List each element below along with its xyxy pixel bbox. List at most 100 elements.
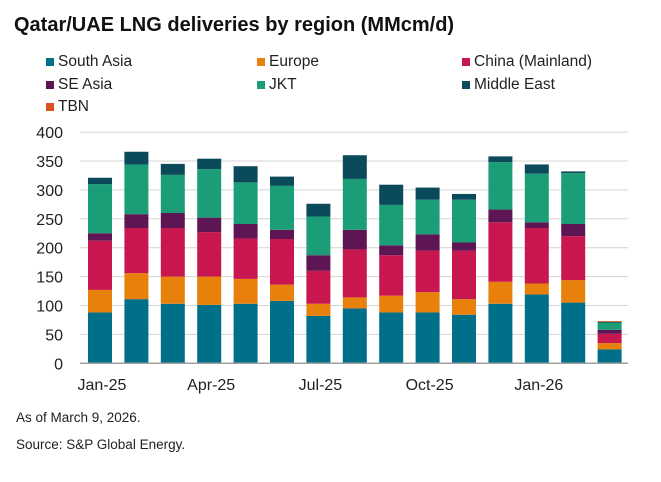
legend-swatch (257, 58, 265, 66)
bar-segment-se-asia (306, 255, 331, 271)
bar-segment-se-asia (524, 222, 549, 229)
legend-label: SE Asia (58, 76, 113, 93)
x-tick-label: Jan-26 (514, 377, 563, 394)
bar-segment-se-asia (561, 224, 586, 237)
bar-segment-middle-east (597, 321, 622, 323)
bar-segment-south-asia (342, 308, 367, 364)
bar-segment-china-mainland (597, 333, 622, 344)
bar-segment-south-asia (379, 312, 404, 364)
legend-swatch (46, 81, 54, 89)
bar-segment-jkt (561, 173, 586, 225)
bar-segment-europe (379, 295, 404, 313)
legend-swatch (46, 58, 54, 66)
x-tick-label: Jan-25 (78, 377, 127, 394)
bar-segment-china-mainland (342, 249, 367, 298)
bar-segment-jkt (452, 199, 476, 243)
bar-segment-middle-east (524, 164, 549, 174)
bar-segment-europe (597, 343, 622, 350)
bar-segment-china-mainland (233, 238, 258, 279)
bar-segment-china-mainland (88, 240, 112, 290)
bar-segment-south-asia (561, 302, 586, 364)
bar-segment-middle-east (561, 171, 586, 174)
x-tick-label: Oct-25 (406, 377, 454, 394)
bar-segment-europe (88, 289, 112, 313)
bar-segment-europe (270, 284, 294, 301)
bar-segment-se-asia (415, 234, 440, 251)
bar-segment-jkt (124, 164, 149, 215)
bar-segment-middle-east (197, 158, 222, 170)
bar-segment-jkt (197, 169, 222, 218)
bar-segment-middle-east (452, 193, 476, 200)
legend-item-jkt: JKT (257, 76, 297, 94)
bar-segment-south-asia (270, 300, 294, 364)
bar-segment-se-asia (597, 329, 622, 334)
x-tick-label: Apr-25 (187, 377, 235, 394)
bar-segment-china-mainland (379, 255, 404, 296)
y-tick-label: 350 (36, 154, 63, 171)
legend-item-se-asia: SE Asia (46, 76, 112, 94)
bar-segment-se-asia (197, 217, 222, 233)
bar-segment-jkt (270, 185, 294, 230)
legend-swatch (462, 81, 470, 89)
bar-segment-europe (306, 303, 331, 316)
bar-segment-jkt (597, 322, 622, 330)
bar-segment-jkt (488, 162, 513, 210)
bar-segment-europe (124, 273, 149, 300)
x-tick-label: Jul-25 (299, 377, 343, 394)
bar-segment-se-asia (342, 229, 367, 250)
legend-item-china-mainland: China (Mainland) (462, 53, 592, 71)
bar-segment-china-mainland (270, 239, 294, 285)
bar-segment-china-mainland (488, 222, 513, 282)
bar-segment-middle-east (379, 184, 404, 205)
y-tick-label: 200 (36, 241, 63, 258)
bar-segment-europe (524, 283, 549, 295)
bar-segment-middle-east (88, 177, 112, 185)
y-tick-label: 300 (36, 183, 63, 200)
bar-segment-china-mainland (197, 232, 222, 277)
bar-segment-china-mainland (415, 250, 440, 293)
bar-segment-jkt (88, 184, 112, 234)
bar-segment-china-mainland (561, 236, 586, 281)
bar-segment-south-asia (488, 303, 513, 364)
bar-segment-se-asia (270, 229, 294, 240)
bar-segment-se-asia (88, 233, 112, 241)
bar-segment-middle-east (160, 163, 185, 175)
bar-segment-middle-east (124, 151, 149, 165)
bar-segment-south-asia (197, 304, 222, 364)
bar-segment-jkt (233, 182, 258, 225)
bar-segment-middle-east (342, 155, 367, 179)
bar-segment-se-asia (379, 245, 404, 256)
legend-label: TBN (58, 98, 89, 115)
bar-segment-south-asia (452, 314, 476, 364)
bar-segment-jkt (524, 173, 549, 223)
bar-segment-south-asia (597, 349, 622, 364)
bar-segment-europe (452, 299, 476, 315)
bar-segment-middle-east (488, 156, 513, 163)
y-tick-label: 0 (54, 356, 63, 373)
legend-label: Europe (269, 53, 319, 70)
bar-segment-se-asia (488, 209, 513, 223)
bar-segment-europe (233, 278, 258, 304)
bar-segment-south-asia (415, 312, 440, 364)
legend-swatch (257, 81, 265, 89)
bar-segment-europe (488, 281, 513, 304)
bar-segment-jkt (379, 204, 404, 246)
bar-segment-europe (160, 276, 185, 304)
source-note: Source: S&P Global Energy. (16, 437, 186, 452)
bar-segment-middle-east (233, 166, 258, 183)
y-tick-label: 100 (36, 299, 63, 316)
bar-segment-china-mainland (160, 228, 185, 277)
y-tick-label: 50 (45, 327, 63, 344)
bar-segment-se-asia (452, 242, 476, 251)
bar-segment-europe (415, 292, 440, 313)
bar-segment-jkt (306, 216, 331, 256)
legend-swatch (462, 58, 470, 66)
bar-segment-south-asia (124, 299, 149, 364)
legend-item-tbn: TBN (46, 98, 89, 116)
bar-segment-south-asia (306, 315, 331, 364)
legend-label: South Asia (58, 53, 133, 70)
bar-segment-china-mainland (306, 270, 331, 304)
bar-segment-europe (197, 276, 222, 305)
chart-plot: 0 50 100 150 200 250 300 350 400 Jan-25 Apr-25 Jul-… (36, 125, 628, 394)
